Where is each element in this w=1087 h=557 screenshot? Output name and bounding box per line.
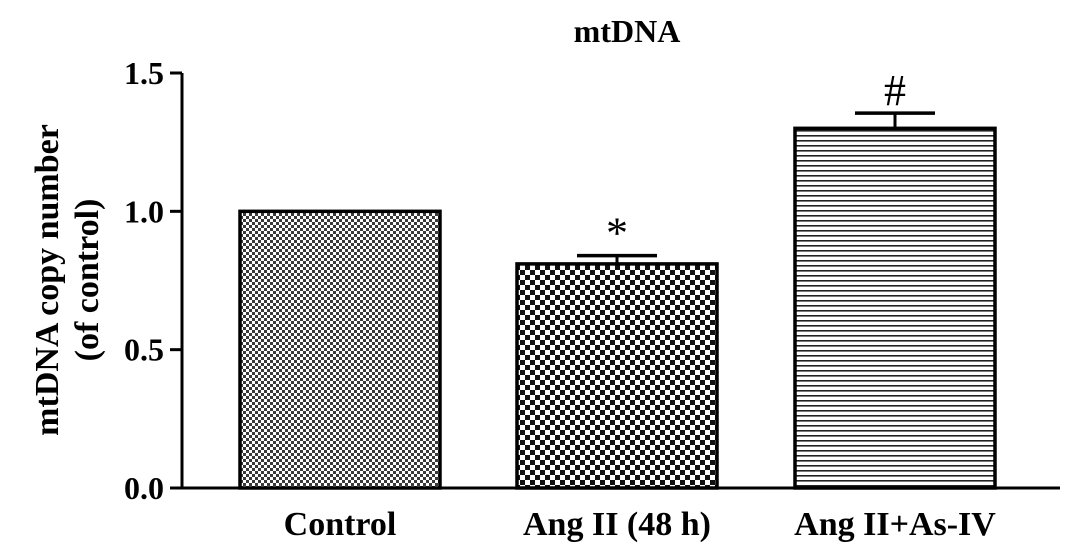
y-axis-label-line-1: mtDNA copy number <box>29 124 66 436</box>
x-tick-label-2: Ang II+As-IV <box>794 506 996 543</box>
y-tick-label-3: 1.5 <box>124 55 164 91</box>
bars <box>238 111 997 490</box>
y-tick-label-1: 0.5 <box>124 332 164 368</box>
y-axis-label-line-2: (of control) <box>69 199 106 362</box>
x-tick-label-1: Ang II (48 h) <box>523 506 711 543</box>
significance-marker-2: # <box>884 66 906 115</box>
y-tick-label-0: 0.0 <box>124 470 164 506</box>
y-tick-label-2: 1.0 <box>124 193 164 229</box>
x-tick-label-0: Control <box>284 506 397 543</box>
chart-title: mtDNA <box>574 13 681 49</box>
bar-0 <box>238 209 442 490</box>
labels: 0.0 0.5 1.0 1.5 Control * Ang II (48 h) # Ang II… <box>124 55 996 543</box>
bar-2 <box>793 126 997 490</box>
significance-marker-1: * <box>606 209 628 258</box>
bar-1 <box>515 262 719 490</box>
y-axis-label: mtDNA copy number (of control) <box>29 124 106 436</box>
